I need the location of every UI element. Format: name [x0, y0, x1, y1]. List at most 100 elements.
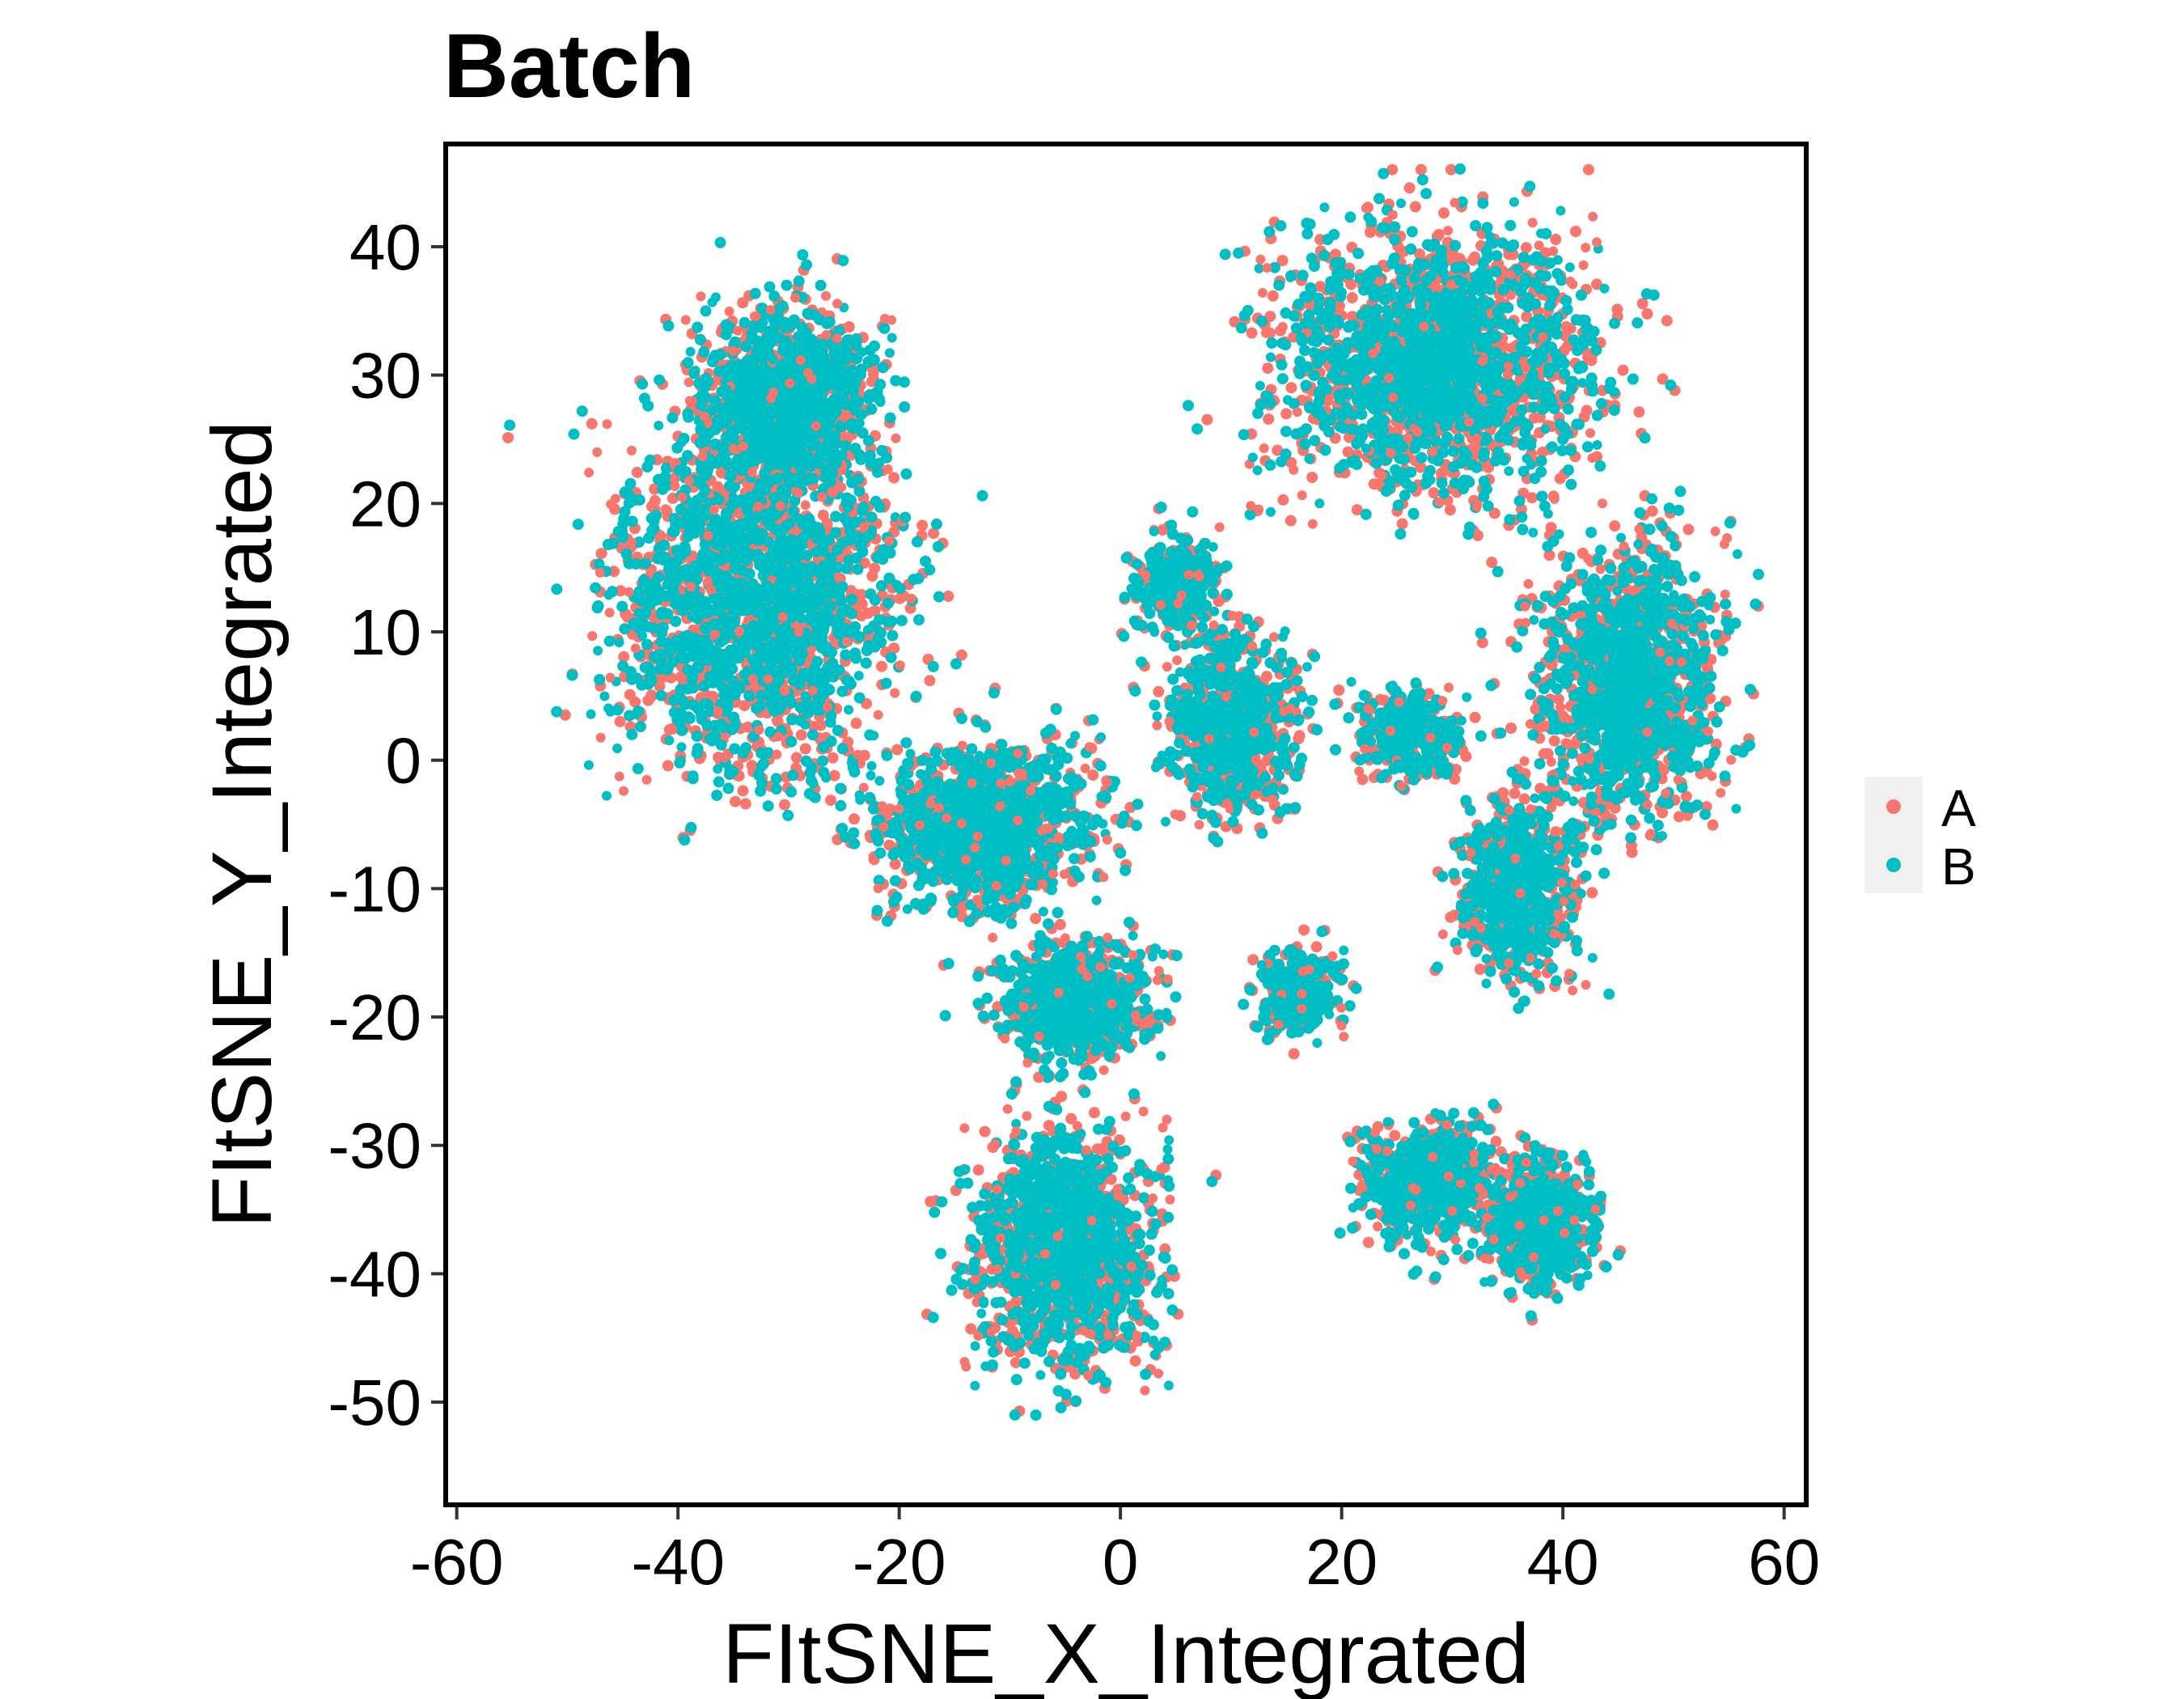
point-B — [846, 477, 858, 489]
point-B — [819, 666, 831, 678]
point-B — [794, 701, 806, 714]
point-A — [754, 725, 764, 735]
point-B — [794, 513, 804, 523]
point-B — [826, 412, 838, 424]
point-B — [770, 773, 782, 785]
point-B — [716, 680, 728, 693]
point-B — [675, 684, 687, 696]
point-B — [709, 439, 722, 450]
point-B — [645, 675, 658, 687]
point-B — [756, 689, 768, 701]
point-B — [714, 349, 726, 361]
point-B — [830, 527, 842, 539]
point-B — [729, 494, 741, 506]
point-B — [725, 470, 737, 482]
point-B — [837, 255, 849, 267]
point-B — [802, 451, 815, 463]
point-A — [747, 674, 758, 684]
point-A — [700, 411, 709, 422]
point-A — [730, 795, 741, 807]
point-B — [781, 279, 793, 291]
point-B — [869, 731, 879, 741]
point-B — [786, 714, 798, 726]
point-B — [603, 703, 614, 714]
point-A — [677, 492, 688, 502]
point-B — [750, 657, 762, 669]
point-B — [849, 837, 861, 850]
point-A — [662, 760, 674, 772]
point-A — [916, 519, 929, 532]
point-B — [720, 319, 732, 331]
point-B — [820, 682, 832, 694]
point-B — [784, 517, 796, 529]
point-B — [675, 567, 687, 578]
point-B — [722, 400, 734, 412]
point-B — [802, 527, 814, 540]
point-B — [811, 655, 823, 667]
point-B — [688, 524, 700, 536]
point-A — [879, 313, 890, 324]
point-A — [795, 355, 806, 366]
point-B — [626, 728, 638, 740]
point-B — [679, 834, 691, 846]
point-B — [825, 710, 837, 722]
point-B — [702, 638, 714, 650]
point-B — [765, 521, 776, 532]
point-B — [832, 615, 844, 627]
point-B — [863, 434, 874, 447]
point-B — [607, 537, 620, 549]
point-B — [814, 314, 826, 326]
point-A — [825, 794, 836, 807]
point-A — [821, 290, 831, 301]
point-B — [728, 711, 740, 723]
point-B — [751, 335, 762, 347]
point-B — [849, 404, 861, 416]
point-B — [885, 651, 897, 663]
point-B — [720, 511, 732, 523]
point-B — [726, 433, 737, 443]
point-B — [860, 657, 872, 669]
point-B — [891, 579, 902, 590]
point-B — [617, 660, 629, 672]
point-B — [572, 519, 584, 531]
point-B — [602, 790, 612, 801]
point-A — [684, 396, 695, 406]
point-A — [734, 626, 744, 637]
point-A — [595, 567, 605, 578]
point-B — [950, 658, 962, 670]
point-B — [839, 366, 851, 379]
point-B — [803, 672, 815, 683]
point-B — [862, 625, 873, 635]
point-A — [739, 700, 751, 712]
point-B — [775, 527, 787, 540]
point-A — [799, 743, 811, 755]
point-A — [685, 582, 696, 591]
point-A — [724, 306, 734, 316]
point-B — [664, 735, 675, 746]
point-B — [851, 419, 863, 430]
point-B — [665, 644, 677, 656]
point-B — [763, 325, 773, 336]
point-B — [811, 629, 823, 641]
point-B — [682, 450, 693, 462]
point-B — [734, 518, 747, 530]
point-B — [908, 574, 920, 586]
point-B — [874, 776, 885, 786]
point-B — [752, 550, 764, 562]
point-B — [711, 790, 723, 801]
point-B — [771, 473, 782, 485]
point-B — [913, 614, 925, 626]
point-B — [846, 594, 858, 605]
point-B — [713, 366, 726, 378]
point-B — [784, 360, 796, 372]
point-B — [930, 518, 942, 530]
point-B — [689, 643, 700, 655]
point-B — [932, 540, 944, 553]
point-A — [684, 377, 694, 388]
point-B — [832, 387, 844, 399]
point-B — [637, 378, 649, 390]
point-B — [762, 564, 774, 576]
point-A — [817, 509, 829, 521]
point-B — [722, 461, 732, 471]
point-A — [595, 732, 606, 743]
